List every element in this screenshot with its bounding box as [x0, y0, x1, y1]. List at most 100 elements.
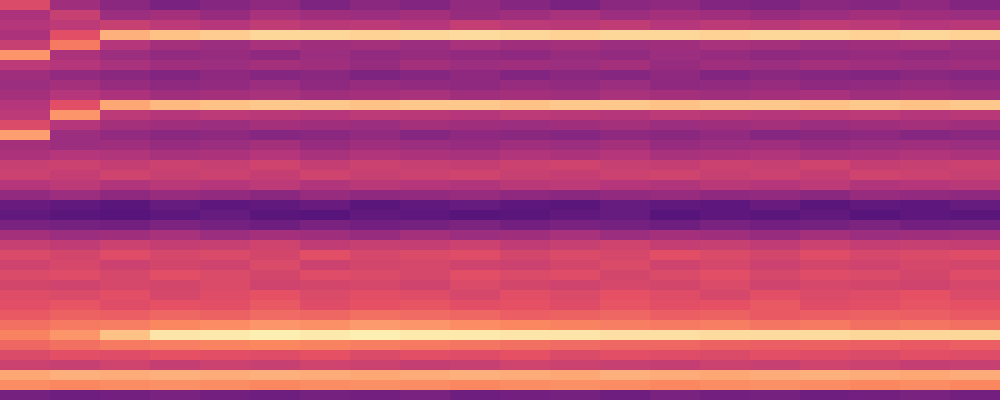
cell	[500, 70, 551, 81]
cell	[400, 160, 451, 171]
cell	[950, 80, 1000, 91]
cell	[400, 10, 451, 21]
cell	[650, 50, 701, 61]
cell	[150, 300, 201, 311]
cell	[0, 90, 51, 101]
cell	[150, 240, 201, 251]
cell	[450, 220, 501, 231]
cell	[300, 260, 351, 271]
cell	[650, 90, 701, 101]
cell	[600, 100, 651, 111]
cell	[500, 30, 551, 41]
cell	[550, 240, 601, 251]
cell	[400, 370, 451, 381]
cell	[100, 70, 151, 81]
cell	[700, 160, 751, 171]
cell	[600, 10, 651, 21]
cell	[950, 330, 1000, 341]
cell	[300, 250, 351, 261]
cell	[500, 370, 551, 381]
cell	[300, 140, 351, 151]
cell	[500, 50, 551, 61]
cell	[550, 330, 601, 341]
cell	[250, 380, 301, 391]
cell	[450, 100, 501, 111]
cell	[250, 30, 301, 41]
cell	[400, 90, 451, 101]
cell	[750, 290, 801, 301]
cell	[800, 270, 851, 281]
cell	[0, 330, 51, 341]
cell	[450, 120, 501, 131]
cell	[600, 40, 651, 51]
cell	[750, 220, 801, 231]
cell	[300, 350, 351, 361]
cell	[300, 10, 351, 21]
cell	[350, 370, 401, 381]
cell	[150, 110, 201, 121]
cell	[550, 100, 601, 111]
cell	[50, 370, 101, 381]
cell	[300, 340, 351, 351]
cell	[700, 210, 751, 221]
cell	[150, 210, 201, 221]
cell	[50, 120, 101, 131]
cell	[750, 0, 801, 11]
cell	[100, 220, 151, 231]
cell	[400, 180, 451, 191]
cell	[700, 360, 751, 371]
cell	[350, 100, 401, 111]
cell	[700, 220, 751, 231]
cell	[850, 70, 901, 81]
cell	[950, 200, 1000, 211]
cell	[150, 120, 201, 131]
cell	[950, 320, 1000, 331]
cell	[50, 20, 101, 31]
cell	[900, 320, 951, 331]
cell	[950, 390, 1000, 400]
cell	[50, 250, 101, 261]
cell	[750, 330, 801, 341]
cell	[150, 330, 201, 341]
cell	[500, 260, 551, 271]
cell	[950, 90, 1000, 101]
cell	[300, 130, 351, 141]
cell	[500, 100, 551, 111]
cell	[0, 0, 51, 11]
cell	[900, 60, 951, 71]
cell	[350, 60, 401, 71]
cell	[750, 270, 801, 281]
cell	[200, 60, 251, 71]
cell	[400, 290, 451, 301]
cell	[400, 330, 451, 341]
cell	[0, 160, 51, 171]
cell	[450, 50, 501, 61]
cell	[650, 270, 701, 281]
cell	[200, 130, 251, 141]
cell	[600, 170, 651, 181]
cell	[700, 350, 751, 361]
cell	[800, 0, 851, 11]
cell	[200, 370, 251, 381]
cell	[500, 160, 551, 171]
cell	[850, 150, 901, 161]
cell	[200, 150, 251, 161]
cell	[650, 350, 701, 361]
cell	[350, 190, 401, 201]
cell	[200, 340, 251, 351]
cell	[900, 30, 951, 41]
cell	[150, 250, 201, 261]
cell	[800, 40, 851, 51]
cell	[200, 110, 251, 121]
cell	[550, 360, 601, 371]
cell	[50, 280, 101, 291]
cell	[100, 30, 151, 41]
cell	[600, 330, 651, 341]
cell	[900, 10, 951, 21]
cell	[550, 120, 601, 131]
cell	[500, 180, 551, 191]
cell	[900, 240, 951, 251]
cell	[800, 20, 851, 31]
cell	[600, 140, 651, 151]
cell	[450, 40, 501, 51]
